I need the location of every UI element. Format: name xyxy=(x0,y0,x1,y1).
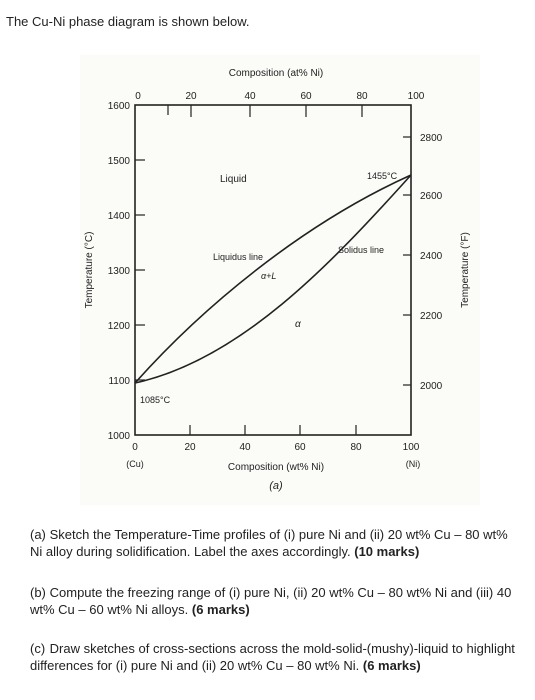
top-tick-0: 0 xyxy=(135,91,141,102)
left-tick-1300: 1300 xyxy=(108,266,131,277)
plot-frame xyxy=(134,104,412,436)
top-tick-80: 80 xyxy=(356,91,368,102)
right-tick-2000: 2000 xyxy=(420,381,443,392)
question-a-label: (a) xyxy=(30,527,46,542)
phase-diagram-figure: Composition (at% Ni) 0 20 40 60 80 100 1… xyxy=(80,55,480,505)
cu-end-label: (Cu) xyxy=(126,459,144,469)
liquidus-curve xyxy=(134,174,412,384)
solidus-line-label: Solidus line xyxy=(338,245,384,255)
bottom-tick-100: 100 xyxy=(403,442,420,453)
question-c-marks: (6 marks) xyxy=(362,658,421,673)
bottom-ticks xyxy=(189,425,357,435)
phase-diagram-svg: Composition (at% Ni) 0 20 40 60 80 100 1… xyxy=(84,68,471,492)
question-a-marks: (10 marks) xyxy=(354,544,420,559)
left-axis-title: Temperature (°C) xyxy=(84,232,95,309)
right-tick-2400: 2400 xyxy=(420,251,443,262)
two-phase-region-label: α+L xyxy=(261,271,276,281)
left-tick-1500: 1500 xyxy=(108,156,131,167)
alpha-region-label: α xyxy=(295,319,301,330)
left-tick-1000: 1000 xyxy=(108,431,131,442)
bottom-tick-80: 80 xyxy=(350,442,362,453)
right-axis-title: Temperature (°F) xyxy=(460,232,471,308)
ni-melting-point-label: 1455°C xyxy=(367,171,398,181)
left-tick-1600: 1600 xyxy=(108,101,131,112)
top-axis-title: Composition (at% Ni) xyxy=(229,68,323,79)
liquid-region-label: Liquid xyxy=(220,174,247,185)
cu-melting-point-label: 1085°C xyxy=(140,395,171,405)
question-a-text: Sketch the Temperature-Time profiles of … xyxy=(30,527,508,559)
question-c: (c) Draw sketches of cross-sections acro… xyxy=(30,640,520,674)
question-c-text: Draw sketches of cross-sections across t… xyxy=(30,641,515,673)
question-b-label: (b) xyxy=(30,585,46,600)
right-tick-2200: 2200 xyxy=(420,311,443,322)
question-b-text: Compute the freezing range of (i) pure N… xyxy=(30,585,512,617)
top-ticks xyxy=(167,105,363,117)
left-tick-1400: 1400 xyxy=(108,211,131,222)
question-b: (b) Compute the freezing range of (i) pu… xyxy=(30,584,520,618)
left-tick-1100: 1100 xyxy=(108,376,130,387)
intro-text: The Cu-Ni phase diagram is shown below. xyxy=(6,14,250,29)
bottom-tick-20: 20 xyxy=(184,442,196,453)
liquidus-line-label: Liquidus line xyxy=(213,252,263,262)
top-tick-60: 60 xyxy=(300,91,312,102)
right-tick-2600: 2600 xyxy=(420,191,443,202)
right-tick-2800: 2800 xyxy=(420,133,443,144)
bottom-tick-40: 40 xyxy=(239,442,251,453)
question-a: (a) Sketch the Temperature-Time profiles… xyxy=(30,526,520,560)
top-tick-20: 20 xyxy=(185,91,197,102)
question-b-marks: (6 marks) xyxy=(191,602,250,617)
ni-end-label: (Ni) xyxy=(406,459,421,469)
bottom-tick-60: 60 xyxy=(294,442,306,453)
left-ticks xyxy=(135,159,145,381)
figure-caption: (a) xyxy=(269,480,283,492)
top-tick-100: 100 xyxy=(408,91,425,102)
solidus-curve xyxy=(134,174,412,384)
question-c-label: (c) xyxy=(30,641,46,656)
right-ticks xyxy=(403,136,411,386)
bottom-axis-title: Composition (wt% Ni) xyxy=(228,462,324,473)
top-tick-40: 40 xyxy=(244,91,256,102)
bottom-tick-0: 0 xyxy=(132,442,138,453)
left-tick-1200: 1200 xyxy=(108,321,131,332)
